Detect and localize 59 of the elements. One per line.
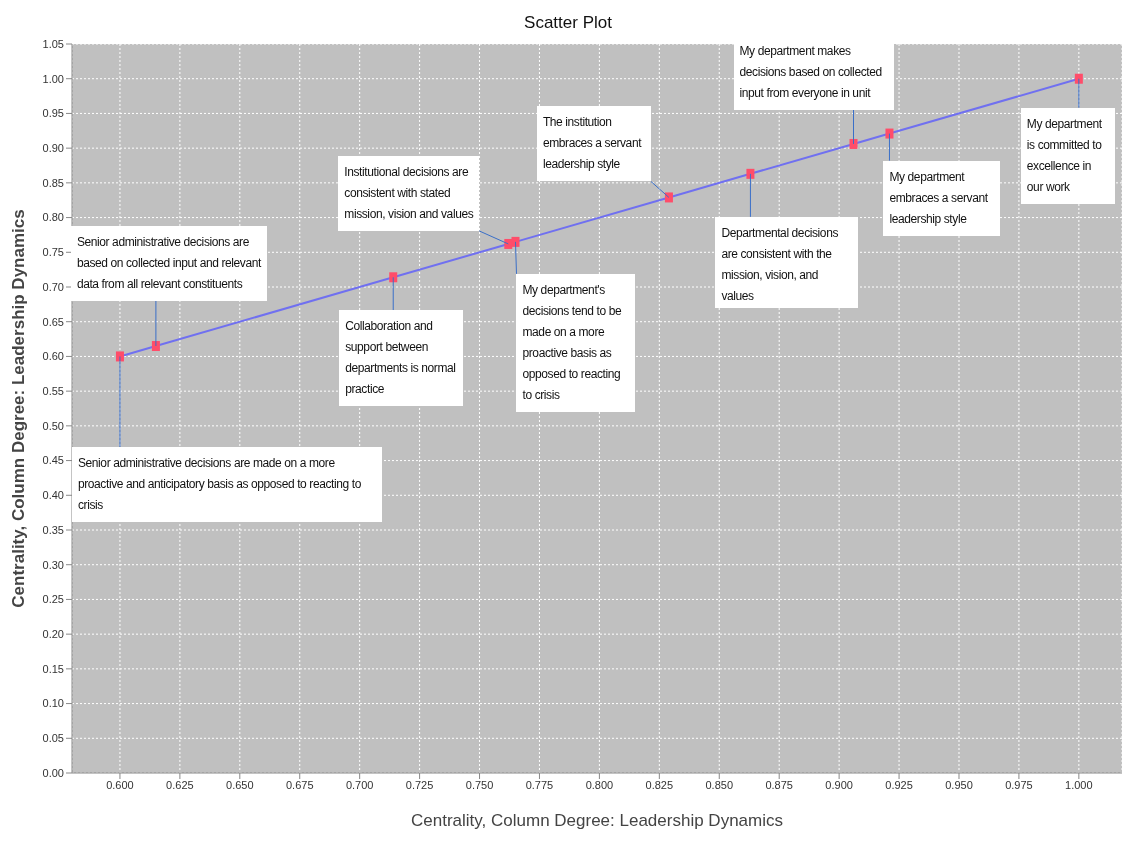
y-tick-label: 0.70 [42,280,64,293]
annotation: My department is committed to excellence in our work [1020,107,1115,204]
y-tick-label: 0.15 [42,662,64,675]
x-tick-label: 0.675 [285,778,314,791]
y-tick-label: 0.10 [42,697,64,710]
x-axis-title: Centrality, Column Degree: Leadership Dynamics [411,811,783,830]
annotation: Senior administrative decisions are based on collected input and relevant data from all relevant constituents [70,226,267,301]
point [511,236,520,247]
x-tick-label: 0.900 [825,778,853,791]
y-axis-title: Centrality, Column Degree: Leadership Dynamics [9,209,29,608]
y-tick-label: 0.75 [42,246,64,259]
annotation: My department makes decisions based on collected input from everyone in unit [738,42,883,102]
y-tick-label: 0.60 [42,350,64,363]
annotation: Institutional decisions are consistent with stated mission, vision and values [338,155,480,231]
x-tick-label: 0.700 [345,778,374,791]
point [1074,73,1083,84]
y-tick-label: 0.95 [42,107,64,120]
annotation: Senior administrative decisions are made on a more proactive and anticipatory basis as opposed to reacting to crisis [71,447,382,523]
x-tick-label: 0.650 [226,778,254,791]
x-tick-label: 0.800 [585,778,614,791]
y-tick-label: 0.05 [42,732,64,745]
x-tick-label: 0.950 [945,778,973,791]
x-tick-label: 0.600 [106,778,134,791]
x-tick-label: 0.925 [885,778,913,791]
y-tick-label: 0.30 [42,558,64,571]
y-tick-label: 0.55 [42,385,64,398]
x-tick-label: 0.775 [525,778,554,791]
x-tick-label: 0.975 [1005,778,1033,791]
y-tick-label: 0.35 [42,523,64,536]
annotation: Collaboration and support between departments is normal practice [339,310,464,407]
annotation: Departmental decisions are consistent with the mission, vision, and values [720,224,840,305]
point [849,138,858,149]
point [664,192,673,203]
x-tick-label: 0.875 [765,778,793,791]
y-tick-label: 0.65 [42,315,64,328]
point [389,272,398,283]
y-tick-label: 0.20 [42,628,64,641]
y-tick-label: 1.00 [42,72,64,85]
annotation: My department's decisions tend to be made on a more proactive basis as opposed to reacting to crisis [516,273,636,412]
point [885,128,894,139]
x-tick-label: 0.850 [705,778,734,791]
x-tick-label: 0.725 [405,778,434,791]
x-tick-label: 0.825 [645,778,674,791]
y-tick-label: 0.25 [42,593,64,606]
y-tick-label: 0.80 [42,211,64,224]
annotation: My department embraces a servant leadership style [883,160,1001,236]
y-tick-label: 0.90 [42,142,64,155]
y-tick-label: 0.40 [42,489,64,502]
x-tick-label: 0.625 [166,778,194,791]
x-tick-label: 1.000 [1065,778,1093,791]
x-tick-label: 0.750 [465,778,494,791]
y-tick-label: 1.05 [42,37,64,50]
point [746,168,755,179]
y-tick-label: 0.85 [42,176,64,189]
chart-title: Scatter Plot [523,12,613,34]
y-tick-label: 0.50 [42,419,64,432]
y-tick-label: 0.45 [42,454,64,467]
annotation: The institution embraces a servant leadership style [536,106,651,182]
y-tick-label: 0.00 [42,766,64,779]
